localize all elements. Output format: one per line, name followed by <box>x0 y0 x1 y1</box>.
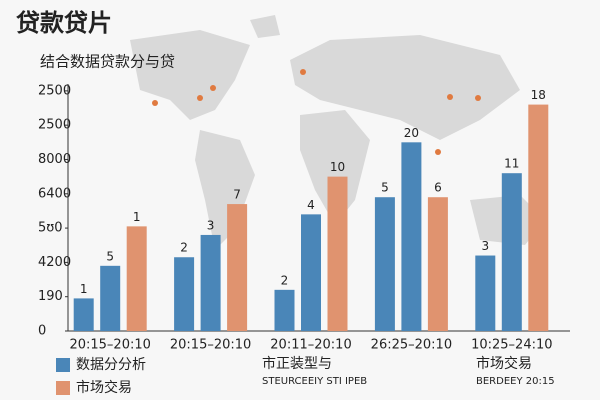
bar <box>301 214 321 331</box>
bar <box>200 234 221 331</box>
x-tick-label: 10:25–24:10 <box>471 338 552 353</box>
y-tick-label: 2500 <box>38 118 71 133</box>
y-tick-label: 8000 <box>38 152 71 167</box>
value-label: 3 <box>481 239 489 253</box>
annotation: STEURCEEIY STI IPEB <box>262 376 367 387</box>
bar <box>100 265 121 331</box>
value-label: 5 <box>106 249 114 263</box>
value-label: 4 <box>307 198 315 212</box>
annotation: 市正装型与 <box>262 355 332 372</box>
bar <box>427 197 448 331</box>
bar <box>126 226 147 331</box>
bar <box>327 176 348 331</box>
value-label: 2 <box>281 273 289 287</box>
bar <box>73 298 94 331</box>
world-map <box>130 15 545 250</box>
value-label: 1 <box>133 210 141 224</box>
annotation: BERDEEY 20:15 <box>476 376 555 387</box>
bar <box>501 173 522 331</box>
y-tick-label: 5ʊ0 <box>38 221 63 236</box>
legend-swatch <box>56 358 70 372</box>
annotation: 市场交易 <box>476 355 532 372</box>
bar <box>475 255 496 331</box>
value-label: 11 <box>504 157 519 171</box>
y-tick-label: 6400 <box>38 186 71 201</box>
value-label: 3 <box>207 218 215 232</box>
value-label: 18 <box>531 88 546 102</box>
y-tick-label: 0 <box>38 324 46 339</box>
y-tick-label: 190 <box>38 289 63 304</box>
x-tick-label: 20:15–20:10 <box>69 338 150 353</box>
bar <box>374 197 395 331</box>
value-label: 6 <box>434 181 442 195</box>
x-tick-label: 26:25–20:10 <box>371 338 452 353</box>
value-label: 20 <box>404 126 419 140</box>
bar <box>174 257 195 331</box>
bar <box>528 104 549 331</box>
value-label: 5 <box>381 181 389 195</box>
chart-subtitle: 结合数据贷款分与贷 <box>40 53 175 71</box>
y-tick-label: 4200 <box>38 255 71 270</box>
value-label: 10 <box>330 160 345 174</box>
legend-label: 数据分分析 <box>76 357 146 373</box>
value-label: 7 <box>233 188 241 202</box>
y-tick-label: 2500 <box>38 83 71 98</box>
legend-swatch <box>56 381 70 395</box>
bar <box>401 142 422 331</box>
value-label: 2 <box>180 241 188 255</box>
value-label: 1 <box>80 282 88 296</box>
map-dots <box>152 69 481 155</box>
legend-label: 市场交易 <box>76 379 132 396</box>
bar <box>227 204 248 331</box>
chart-title: 贷款贷片 <box>16 9 112 37</box>
x-tick-label: 20:11–20:10 <box>270 338 351 353</box>
bar <box>274 289 295 331</box>
x-tick-label: 20:15–20:10 <box>170 338 251 353</box>
